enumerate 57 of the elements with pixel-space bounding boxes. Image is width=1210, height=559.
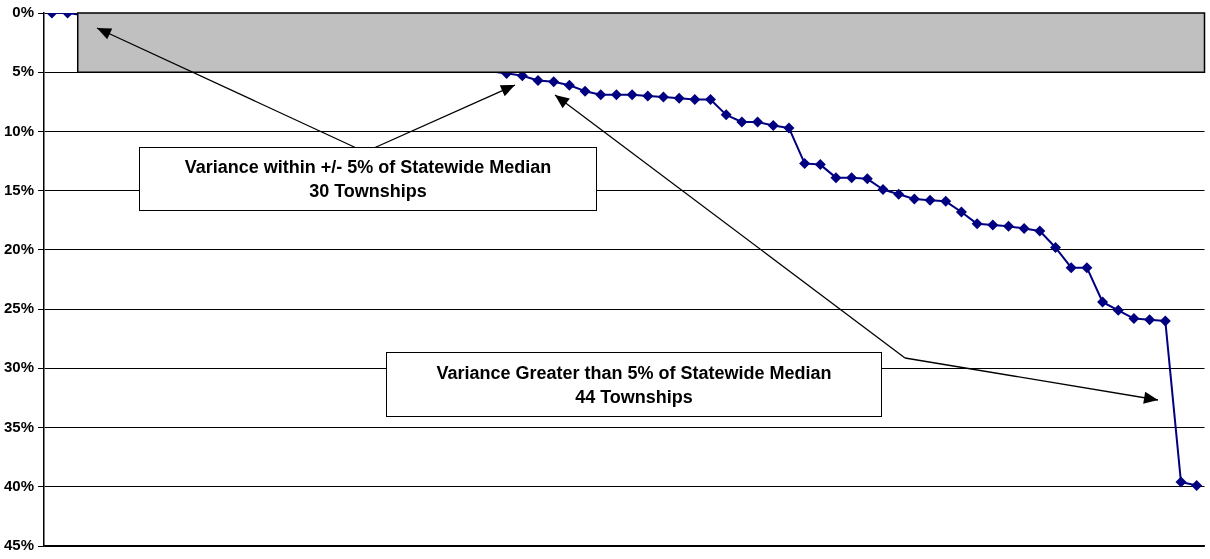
y-tick-label: 40%: [3, 476, 35, 494]
y-tick-label: 15%: [3, 180, 35, 198]
point: [783, 122, 795, 134]
point: [1144, 314, 1156, 326]
text-box: Variance Greater than 5% of Statewide Median 44 Townships: [386, 352, 882, 417]
point: [955, 206, 967, 218]
point: [720, 109, 732, 121]
annotation: Variance within +/- 5% of Statewide Median 30 Townships: [184, 156, 552, 203]
annotation: Variance Greater than 5% of Statewide Median 44 Townships: [436, 361, 832, 409]
point: [1065, 262, 1077, 274]
point: [705, 93, 717, 105]
point: [893, 188, 905, 200]
point: [814, 159, 826, 171]
point: [971, 218, 983, 230]
text-box: Variance within +/- 5% of Statewide Median 30 Townships: [139, 147, 597, 211]
point: [1128, 313, 1140, 325]
point: [861, 173, 873, 185]
point: [689, 93, 701, 105]
y-tick-label: 45%: [3, 536, 35, 554]
y-tick-label: 35%: [3, 417, 35, 435]
point: [657, 91, 669, 103]
point: [924, 194, 936, 206]
y-tick-label: 10%: [3, 121, 35, 139]
point: [987, 219, 999, 231]
point: [595, 89, 607, 101]
point: [1112, 304, 1124, 316]
point: [1191, 480, 1203, 492]
point: [846, 172, 858, 184]
point: [799, 157, 811, 169]
point: [736, 116, 748, 128]
point: [642, 90, 654, 102]
y-tick-label: 25%: [3, 299, 35, 317]
point: [532, 75, 544, 87]
point: [1081, 262, 1093, 274]
y-tick-label: 20%: [3, 240, 35, 258]
point: [908, 193, 920, 205]
y-tick-label: 5%: [12, 62, 35, 80]
point: [1097, 296, 1109, 308]
y-tick-label: 30%: [3, 358, 35, 376]
point: [548, 76, 560, 88]
point: [563, 79, 575, 91]
point: [610, 89, 622, 101]
point: [877, 183, 889, 195]
point: [1034, 225, 1046, 237]
point: [1018, 223, 1030, 235]
point: [767, 120, 779, 132]
point: [752, 116, 764, 128]
point: [626, 89, 638, 101]
point: [830, 172, 842, 184]
point: [1050, 242, 1062, 254]
point: [1175, 476, 1187, 488]
point: [1159, 315, 1171, 327]
point: [940, 195, 952, 207]
point: [579, 85, 591, 97]
point: [673, 92, 685, 104]
point: [1002, 220, 1014, 232]
y-tick-label: 0%: [12, 3, 35, 21]
